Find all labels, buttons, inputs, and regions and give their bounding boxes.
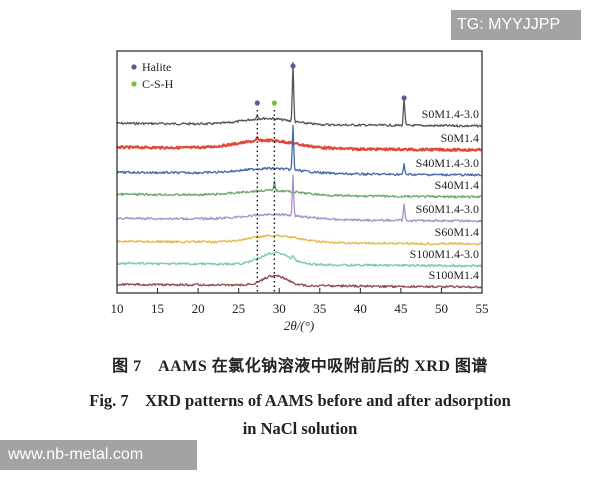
series-label: S60M1.4 — [435, 225, 479, 239]
trace-s0m1-4-3-0 — [116, 62, 482, 128]
halite-marker-icon — [290, 63, 296, 69]
x-axis-label: 2θ/(°) — [284, 318, 314, 333]
x-tick-label: 55 — [476, 301, 489, 316]
caption-chinese: 图 7 AAMS 在氯化钠溶液中吸附前后的 XRD 图谱 — [112, 358, 488, 375]
xrd-traces — [116, 62, 482, 289]
x-tick-label: 25 — [232, 301, 245, 316]
caption-english-line1: Fig. 7 XRD patterns of AAMS before and a… — [89, 391, 511, 410]
x-tick-label: 30 — [273, 301, 286, 316]
trace-s60m1-4-3-0 — [116, 174, 482, 223]
caption-english-line2: in NaCl solution — [242, 419, 358, 438]
x-tick-label: 45 — [394, 301, 407, 316]
dotted-reference-lines — [256, 110, 276, 293]
x-tick-label: 15 — [151, 301, 164, 316]
series-label: S60M1.4-3.0 — [416, 202, 479, 216]
series-label: S0M1.4 — [441, 131, 479, 145]
trace-s60m1-4 — [116, 233, 482, 246]
legend: Halite C-S-H — [131, 60, 174, 91]
halite-legend-marker-icon — [131, 64, 137, 70]
legend-halite-label: Halite — [142, 60, 171, 74]
plot-frame — [116, 50, 483, 294]
x-tick-label: 20 — [192, 301, 205, 316]
x-tick-label: 40 — [354, 301, 367, 316]
series-label: S40M1.4-3.0 — [416, 156, 479, 170]
trace-s100m1-4 — [116, 274, 482, 289]
series-labels: S0M1.4-3.0 S0M1.4 S40M1.4-3.0 S40M1.4 S60M1.… — [410, 107, 479, 282]
trace-s40m1-4-3-0 — [116, 125, 482, 177]
phase-markers — [254, 63, 407, 106]
x-tick-label: 10 — [111, 301, 124, 316]
series-label: S0M1.4-3.0 — [422, 107, 479, 121]
x-tick-label: 50 — [435, 301, 448, 316]
series-label: S100M1.4-3.0 — [410, 247, 479, 261]
halite-marker-icon — [254, 100, 260, 106]
watermark-bottom: www.nb-metal.com — [0, 440, 197, 470]
x-tick-label: 35 — [313, 301, 326, 316]
watermark-top: TG: MYYJJPP — [451, 10, 581, 40]
x-axis-ticks: 10 15 20 25 30 35 40 45 50 55 — [111, 288, 489, 316]
xrd-chart: 10 15 20 25 30 35 40 45 50 55 S0M1.4-3.0 S0M1.4 S40… — [111, 50, 489, 333]
trace-s100m1-4-3-0 — [116, 251, 482, 268]
series-label: S100M1.4 — [429, 268, 479, 282]
halite-marker-icon — [401, 95, 407, 101]
series-label: S40M1.4 — [435, 178, 479, 192]
legend-csh-label: C-S-H — [142, 77, 174, 91]
csh-marker-icon — [271, 100, 277, 106]
csh-legend-marker-icon — [131, 81, 137, 87]
trace-s0m1-4 — [116, 136, 482, 152]
trace-s40m1-4 — [116, 179, 482, 199]
